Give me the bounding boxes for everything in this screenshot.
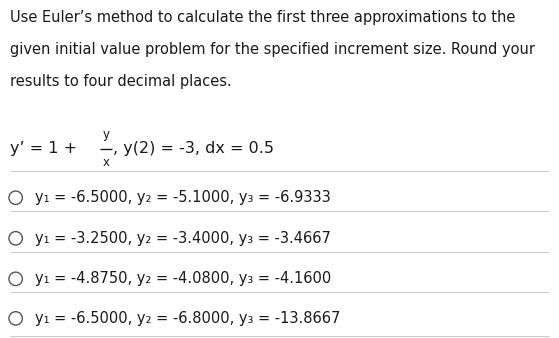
Text: results to four decimal places.: results to four decimal places. [10, 74, 232, 89]
Text: Use Euler’s method to calculate the first three approximations to the: Use Euler’s method to calculate the firs… [10, 10, 515, 25]
Text: y₁ = -4.8750, y₂ = -4.0800, y₃ = -4.1600: y₁ = -4.8750, y₂ = -4.0800, y₃ = -4.1600 [35, 271, 331, 286]
Text: x: x [102, 156, 110, 169]
Text: y₁ = -6.5000, y₂ = -6.8000, y₃ = -13.8667: y₁ = -6.5000, y₂ = -6.8000, y₃ = -13.866… [35, 311, 340, 326]
Text: y: y [102, 128, 110, 141]
Text: given initial value problem for the specified increment size. Round your: given initial value problem for the spec… [10, 42, 535, 57]
Text: y₁ = -3.2500, y₂ = -3.4000, y₃ = -3.4667: y₁ = -3.2500, y₂ = -3.4000, y₃ = -3.4667 [35, 231, 331, 246]
Text: y’ = 1 +: y’ = 1 + [10, 141, 82, 156]
Text: , y(2) = -3, dx = 0.5: , y(2) = -3, dx = 0.5 [113, 141, 274, 156]
Text: y₁ = -6.5000, y₂ = -5.1000, y₃ = -6.9333: y₁ = -6.5000, y₂ = -5.1000, y₃ = -6.9333 [35, 190, 331, 205]
